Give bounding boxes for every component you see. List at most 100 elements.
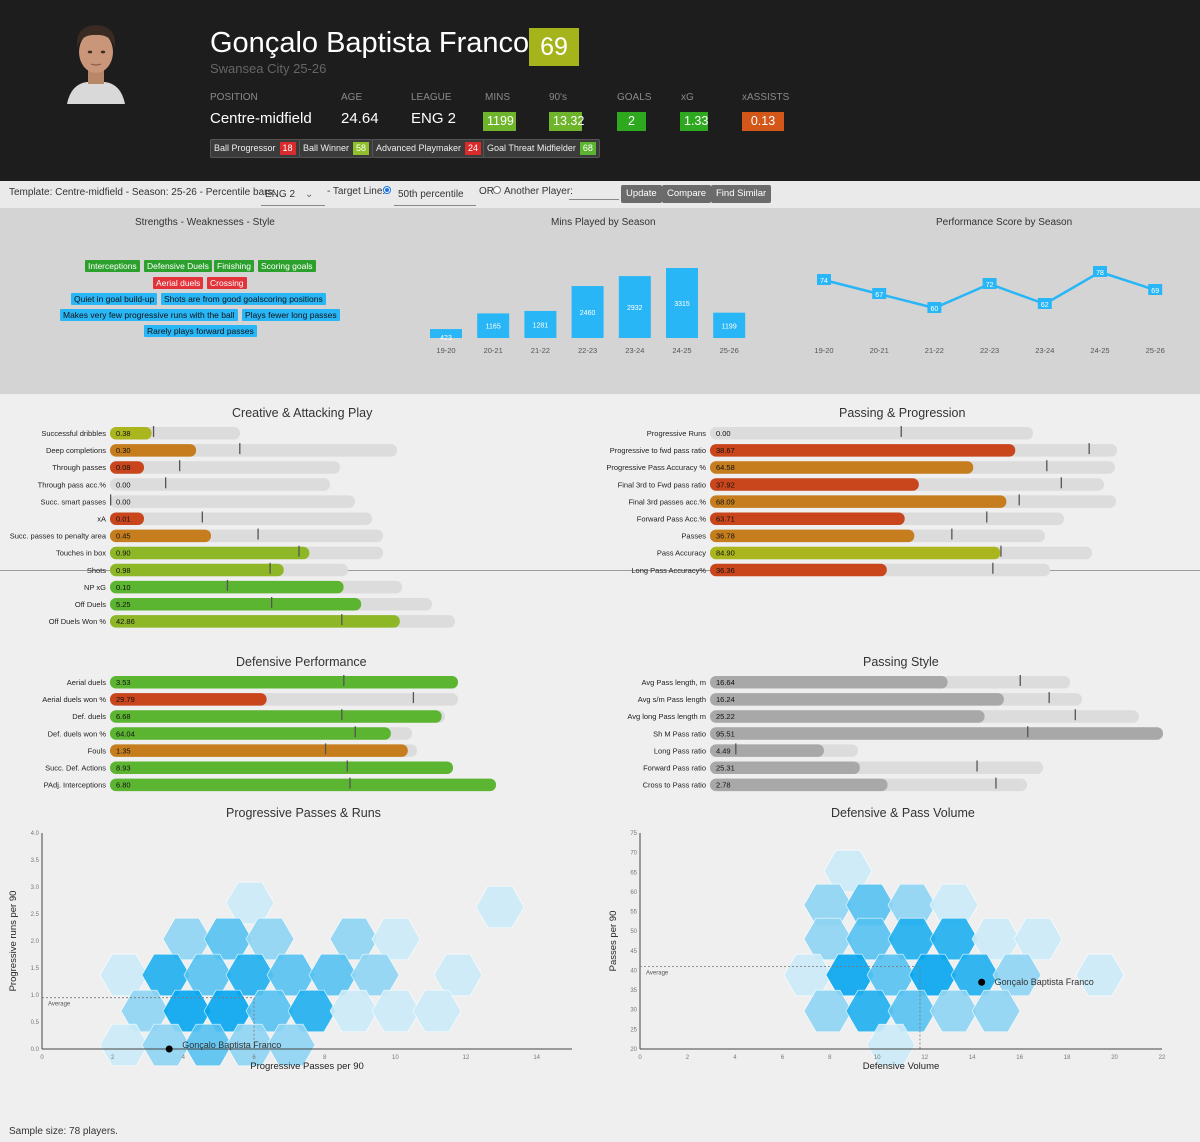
perf-point-label: 69 [1151, 288, 1159, 295]
y-tick-label: 60 [630, 890, 637, 896]
strength-tag: Interceptions [85, 260, 140, 272]
metric-bar-track [110, 512, 372, 525]
mins-bar [430, 329, 462, 338]
overview-panel: Strengths - Weaknesses - Style Intercept… [0, 208, 1200, 394]
player-point-label: Gonçalo Baptista Franco [182, 1040, 281, 1050]
metric-label: Final 3rd to Fwd pass ratio [618, 480, 706, 489]
perf-point [1037, 298, 1052, 309]
league-select-value: ENG 2 [265, 189, 296, 200]
metric-value: 6.68 [116, 712, 131, 721]
metric-label: Aerial duels [67, 678, 106, 687]
metric-bar-track [110, 461, 340, 474]
metric-label: Pass Accuracy [657, 549, 706, 558]
mins-tick-label: 24-25 [672, 346, 691, 355]
density-hex [245, 917, 295, 961]
perf-tick-label: 20-21 [870, 346, 889, 355]
metric-label: NP xG [84, 583, 106, 592]
update-button[interactable]: Update [621, 185, 662, 203]
stat-value-age: 24.64 [341, 110, 379, 127]
stat-value-league: ENG 2 [411, 110, 457, 127]
x-tick-label: 2 [111, 1055, 115, 1061]
archetype-label: Ball Winner [303, 143, 350, 153]
x-tick-label: 6 [252, 1055, 256, 1061]
perf-point-label: 60 [931, 306, 939, 313]
y-tick-label: 65 [630, 870, 637, 876]
metric-bar-fill [110, 744, 408, 757]
passing-progression-bars: Progressive Runs 0.00 Progressive to fwd p… [606, 426, 1117, 577]
metric-label: Shots [87, 566, 106, 575]
target-percentile-radio[interactable] [383, 186, 391, 194]
metric-bar-fill [110, 444, 197, 457]
mins-played-chart: 423 19-20 1165 20-21 1281 21-22 2460 22-23 2932 2… [430, 268, 746, 355]
perf-tick-label: 19-20 [814, 346, 833, 355]
metric-bar-fill [110, 598, 362, 611]
metric-value: 29.79 [116, 695, 135, 704]
metric-value: 68.09 [716, 497, 735, 506]
another-player-label: Another Player: [504, 186, 573, 197]
density-hex [183, 953, 233, 997]
metric-bar-track [110, 478, 330, 491]
mins-bar [524, 310, 557, 338]
metric-label: Succ. Def. Actions [45, 764, 106, 773]
target-percentile-field[interactable]: 50th percentile [394, 183, 476, 206]
x-tick-label: 8 [323, 1055, 327, 1061]
stat-header-90s: 90's [549, 92, 568, 103]
metric-value: 37.92 [716, 480, 735, 489]
metric-bar-fill [110, 778, 496, 792]
player-photo [63, 16, 129, 104]
find-similar-button[interactable]: Find Similar [711, 185, 772, 203]
metric-target-marker [1019, 675, 1021, 686]
x-tick-label: 10 [874, 1055, 881, 1061]
weakness-tag: Aerial duels [153, 277, 204, 289]
metric-bar-fill [110, 727, 391, 740]
mins-bar [713, 312, 746, 338]
x-tick-label: 20 [1111, 1055, 1118, 1061]
stat-header-mins: MINS [485, 92, 510, 103]
metric-label: Deep completions [46, 446, 106, 455]
y-tick-label: 50 [630, 929, 637, 935]
section-title-passing: Passing & Progression [839, 406, 966, 420]
metric-label: Successful dribbles [41, 429, 106, 438]
metric-target-marker [735, 743, 737, 755]
density-hex [225, 881, 275, 925]
archetype-score: 24 [465, 142, 482, 155]
average-label: Average [48, 1002, 71, 1008]
metric-bar-fill [710, 529, 915, 543]
density-hex [783, 953, 833, 997]
another-player-input[interactable] [569, 185, 619, 200]
archetype-label: Ball Progressor [214, 143, 276, 153]
league-select[interactable]: ENG 2 ⌄ [261, 183, 325, 206]
x-tick-label: 4 [733, 1055, 737, 1061]
style-tag: Shots are from good goalscoring position… [161, 293, 326, 305]
metric-target-marker [110, 494, 112, 506]
metric-value: 5.25 [116, 600, 131, 609]
another-player-radio[interactable] [493, 186, 501, 194]
metric-bar-fill [710, 761, 860, 774]
archetype-score: 58 [353, 142, 370, 155]
compare-button[interactable]: Compare [662, 185, 712, 203]
density-hex [141, 953, 191, 997]
metric-target-marker [269, 562, 271, 574]
section-title-defensive: Defensive Performance [236, 655, 367, 669]
metric-target-marker [152, 426, 155, 437]
perf-point-label: 62 [1041, 302, 1049, 309]
mins-bar [618, 276, 651, 338]
y-tick-label: 3.0 [31, 885, 40, 891]
archetype-advanced-playmaker: Advanced Playmaker 24 [372, 139, 486, 158]
metric-value: 4.49 [716, 746, 731, 755]
x-axis-label: Progressive Passes per 90 [250, 1061, 364, 1072]
metric-label: Passes [681, 532, 706, 541]
metric-label: Forward Pass ratio [643, 764, 706, 773]
density-hex [287, 989, 337, 1033]
template-label: Template: Centre-midfield - Season: 25-2… [9, 187, 276, 198]
metric-bar-fill [710, 693, 1004, 706]
density-hex [845, 917, 895, 961]
archetype-label: Goal Threat Midfielder [487, 143, 576, 153]
density-hex [887, 989, 937, 1033]
metric-label: Succ. passes to penalty area [10, 532, 107, 541]
mins-tick-label: 19-20 [436, 346, 455, 355]
y-tick-label: 0.0 [31, 1047, 40, 1053]
mins-bar [666, 268, 698, 338]
metric-bar-fill [110, 710, 442, 723]
density-hex [329, 917, 379, 961]
